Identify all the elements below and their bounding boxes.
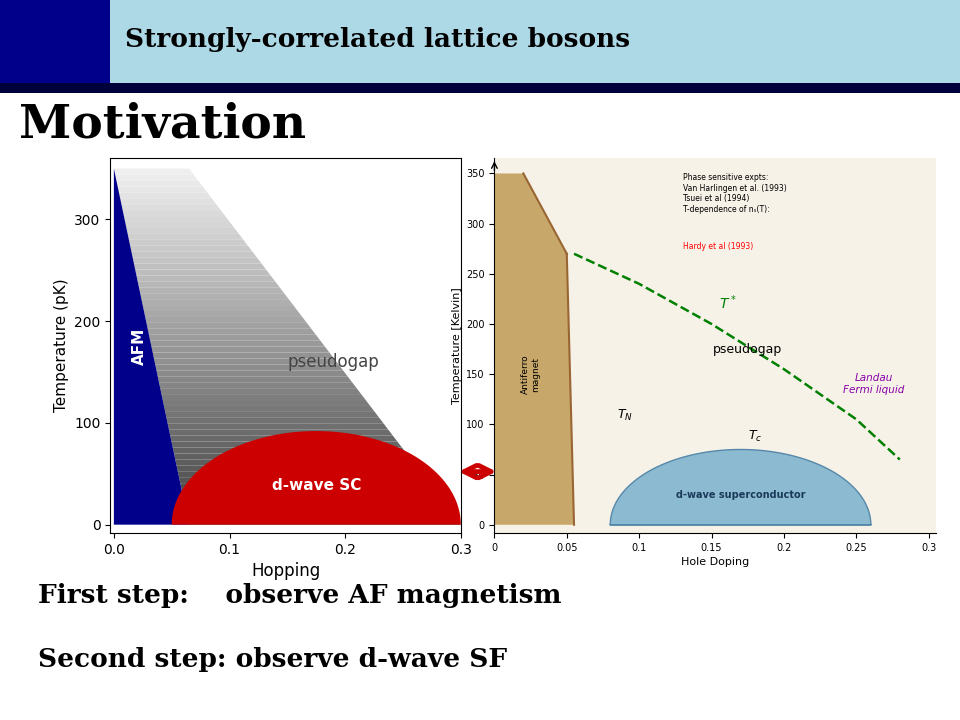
Polygon shape (172, 441, 402, 448)
Polygon shape (147, 323, 311, 329)
Text: pseudogap: pseudogap (288, 353, 379, 371)
Polygon shape (165, 412, 379, 418)
Polygon shape (136, 276, 276, 282)
Text: pseudogap: pseudogap (713, 343, 782, 356)
Polygon shape (118, 186, 207, 192)
Polygon shape (123, 210, 226, 216)
Polygon shape (133, 264, 266, 269)
Polygon shape (157, 377, 352, 382)
Polygon shape (139, 287, 284, 293)
Polygon shape (159, 382, 356, 388)
Bar (0, 0, 110, 83)
Polygon shape (177, 465, 420, 472)
Text: Second step: observe d-wave SF: Second step: observe d-wave SF (38, 647, 508, 672)
Text: Phase sensitive expts:
Van Harlingen et al. (1993)
Tsuei et al (1994)
T-dependen: Phase sensitive expts: Van Harlingen et … (683, 174, 786, 214)
Polygon shape (179, 477, 429, 483)
Polygon shape (128, 234, 244, 240)
Text: Hardy et al (1993): Hardy et al (1993) (683, 242, 753, 251)
Polygon shape (125, 222, 234, 228)
Text: $T_N$: $T_N$ (617, 408, 634, 423)
Polygon shape (119, 192, 212, 198)
Polygon shape (156, 364, 343, 370)
Polygon shape (131, 246, 252, 252)
Polygon shape (149, 335, 321, 341)
Polygon shape (141, 299, 293, 305)
Polygon shape (135, 269, 271, 276)
Polygon shape (121, 204, 221, 210)
Bar (0, 83, 960, 93)
Polygon shape (148, 329, 316, 335)
Polygon shape (161, 394, 366, 400)
Polygon shape (174, 454, 411, 459)
Polygon shape (152, 346, 329, 353)
Polygon shape (166, 418, 384, 424)
Polygon shape (116, 181, 203, 186)
Text: d-wave SC: d-wave SC (272, 479, 361, 493)
Polygon shape (182, 495, 443, 501)
Text: $T_c$: $T_c$ (748, 428, 762, 444)
Polygon shape (114, 168, 189, 525)
Polygon shape (173, 448, 406, 454)
Polygon shape (153, 353, 334, 359)
Polygon shape (114, 168, 194, 174)
Polygon shape (164, 406, 374, 412)
Polygon shape (145, 317, 307, 323)
X-axis label: Hole Doping: Hole Doping (681, 557, 750, 567)
Polygon shape (132, 252, 257, 258)
X-axis label: Hopping: Hopping (251, 562, 321, 580)
Text: Strongly-correlated lattice bosons: Strongly-correlated lattice bosons (125, 27, 630, 53)
Polygon shape (150, 341, 324, 346)
Text: First step:    observe AF magnetism: First step: observe AF magnetism (38, 583, 562, 608)
Polygon shape (144, 311, 302, 317)
Text: $T^*$: $T^*$ (719, 293, 736, 312)
Polygon shape (170, 436, 397, 441)
Polygon shape (160, 388, 361, 394)
Polygon shape (154, 359, 339, 364)
Polygon shape (156, 370, 348, 377)
Polygon shape (176, 459, 416, 465)
Polygon shape (127, 228, 239, 234)
Polygon shape (169, 430, 393, 436)
Polygon shape (188, 518, 461, 525)
Polygon shape (181, 489, 438, 495)
Polygon shape (611, 449, 871, 525)
Polygon shape (172, 431, 461, 525)
Polygon shape (143, 305, 298, 311)
Text: Motivation: Motivation (19, 102, 306, 148)
Polygon shape (115, 174, 198, 181)
Text: Antiferro
magnet: Antiferro magnet (521, 354, 540, 394)
Polygon shape (184, 501, 447, 507)
Polygon shape (494, 174, 574, 525)
Text: Landau
Fermi liquid: Landau Fermi liquid (843, 374, 904, 395)
Polygon shape (129, 240, 248, 246)
Polygon shape (185, 507, 452, 513)
Text: AFM: AFM (132, 328, 147, 365)
Polygon shape (178, 472, 424, 477)
Polygon shape (132, 258, 261, 264)
Polygon shape (137, 282, 279, 287)
Polygon shape (124, 216, 229, 222)
Polygon shape (140, 293, 289, 299)
Polygon shape (163, 400, 371, 406)
Polygon shape (180, 483, 434, 489)
Text: d-wave superconductor: d-wave superconductor (676, 490, 805, 500)
Polygon shape (120, 198, 216, 204)
Y-axis label: Temperature (pK): Temperature (pK) (54, 279, 69, 413)
Polygon shape (186, 513, 456, 518)
Y-axis label: Temperature [Kelvin]: Temperature [Kelvin] (452, 287, 462, 404)
Polygon shape (168, 424, 389, 430)
